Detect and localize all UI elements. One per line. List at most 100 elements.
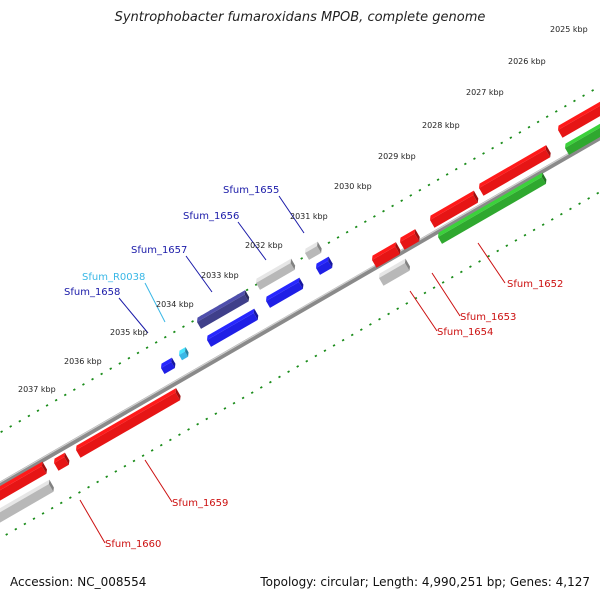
- outer-track-tick: [491, 146, 495, 150]
- outer-track-tick: [509, 136, 513, 140]
- genome-backbone: [0, 134, 600, 488]
- gene-label-sfum-1659[interactable]: Sfum_1659: [172, 498, 228, 509]
- outer-track-tick: [182, 325, 185, 329]
- outer-track-tick: [63, 393, 67, 397]
- outer-track-tick: [454, 167, 458, 171]
- inner-tick-track: [5, 191, 600, 536]
- backbone-highlight: [0, 134, 600, 484]
- gene-block-red-2[interactable]: [430, 190, 479, 228]
- outer-track-tick: [463, 162, 467, 166]
- outer-track-tick: [336, 236, 340, 239]
- inner-track-tick: [150, 449, 154, 452]
- leader-line: [477, 242, 506, 284]
- gene-block-sfum-1653-small[interactable]: [400, 229, 420, 250]
- inner-track-tick: [341, 338, 345, 342]
- inner-track-tick: [496, 249, 500, 253]
- leader-line: [185, 255, 213, 293]
- gene-block-sfum-1658-b[interactable]: [161, 357, 176, 375]
- gene-block-sfum-1658[interactable]: [207, 308, 259, 347]
- gene-block-sfum-1659-b[interactable]: [54, 452, 70, 471]
- inner-track-tick: [205, 417, 209, 421]
- outer-track-tick: [36, 409, 40, 413]
- gene-labels: Sfum_1655 Sfum_1656 Sfum_1657 Sfum_R0038 Sfu…: [64, 185, 563, 550]
- inner-track-tick: [587, 197, 591, 200]
- gene-label-sfum-1658[interactable]: Sfum_1658: [64, 287, 120, 298]
- outer-track-tick: [72, 388, 76, 392]
- outer-track-tick: [118, 362, 122, 365]
- gene-block-sfum-1660[interactable]: [0, 479, 54, 526]
- outer-track-tick: [27, 414, 31, 418]
- outer-track-tick: [127, 356, 131, 360]
- inner-track-tick: [432, 286, 436, 290]
- gene-block-sfum-1653[interactable]: [372, 242, 401, 268]
- gene-block-sfum-1654[interactable]: [379, 258, 410, 286]
- inner-track-tick: [441, 281, 445, 284]
- gene-block-sfum-1657[interactable]: [266, 277, 304, 308]
- inner-track-tick: [396, 307, 400, 311]
- inner-track-tick: [87, 485, 90, 489]
- inner-track-tick: [378, 317, 381, 321]
- outer-track-tick: [0, 430, 3, 434]
- leader-line: [118, 297, 149, 334]
- gene-label-sfum-1655[interactable]: Sfum_1655: [223, 185, 279, 196]
- gene-block-sfum-1652-red[interactable]: [479, 145, 551, 196]
- gene-block-sfum-1659[interactable]: [76, 388, 181, 458]
- outer-track-tick: [363, 220, 367, 224]
- inner-track-tick: [259, 386, 263, 389]
- kbp-tick-label: 2036 kbp: [64, 357, 102, 366]
- outer-track-tick: [473, 157, 476, 161]
- outer-track-tick: [345, 230, 349, 234]
- inner-track-tick: [32, 517, 36, 521]
- inner-track-tick: [68, 496, 72, 500]
- gene-block-sfum-1656[interactable]: [256, 258, 296, 290]
- outer-track-tick: [300, 257, 304, 260]
- gene-block-sfum-r0038[interactable]: [179, 347, 189, 361]
- inner-track-tick: [450, 275, 454, 279]
- gene-label-sfum-1652[interactable]: Sfum_1652: [507, 279, 563, 290]
- label-leaders: [79, 195, 506, 544]
- outer-track-tick: [136, 351, 140, 355]
- inner-track-tick: [287, 370, 290, 374]
- inner-track-tick: [250, 391, 254, 395]
- genome-summary-text: Topology: circular; Length: 4,990,251 bp…: [260, 575, 590, 589]
- gene-label-sfum-r0038[interactable]: Sfum_R0038: [82, 272, 145, 283]
- kbp-tick-label: 2030 kbp: [334, 182, 372, 191]
- leader-line: [409, 290, 438, 332]
- outer-track-tick: [545, 115, 549, 119]
- gene-label-sfum-1654[interactable]: Sfum_1654: [437, 327, 493, 338]
- outer-track-tick: [191, 320, 194, 323]
- outer-track-tick: [482, 152, 485, 155]
- inner-track-tick: [305, 359, 309, 363]
- inner-track-tick: [114, 470, 118, 473]
- gene-label-sfum-1657[interactable]: Sfum_1657: [131, 245, 187, 256]
- kbp-tick-label: 2027 kbp: [466, 88, 504, 97]
- inner-track-tick: [469, 265, 472, 269]
- gene-label-sfum-1656[interactable]: Sfum_1656: [183, 211, 239, 222]
- outer-track-tick: [354, 225, 358, 229]
- outer-track-tick: [18, 419, 22, 423]
- accession-text: Accession: NC_008554: [10, 575, 147, 589]
- leader-line: [144, 459, 173, 503]
- gene-block-red-top[interactable]: [558, 96, 600, 138]
- inner-track-tick: [278, 375, 281, 379]
- gene-block-sfum-1660-red[interactable]: [0, 461, 47, 504]
- gene-block-sfum-1652[interactable]: [438, 172, 547, 244]
- gene-block-sfum-1655-b[interactable]: [316, 256, 333, 275]
- outer-track-tick: [445, 173, 449, 176]
- gene-label-sfum-1653[interactable]: Sfum_1653: [460, 312, 516, 323]
- kbp-tick-label: 2031 kbp: [290, 212, 328, 221]
- gene-label-sfum-1660[interactable]: Sfum_1660: [105, 539, 161, 550]
- outer-track-tick: [573, 99, 576, 103]
- outer-track-tick: [500, 141, 504, 145]
- outer-track-tick: [591, 89, 595, 92]
- gene-block-sfum-1657-b[interactable]: [197, 290, 250, 329]
- gene-block-sfum-1655[interactable]: [305, 241, 322, 260]
- inner-track-tick: [350, 333, 354, 337]
- inner-track-tick: [423, 291, 427, 295]
- inner-track-tick: [23, 522, 27, 526]
- outer-track-tick: [409, 194, 413, 197]
- kbp-tick-label: 2026 kbp: [508, 57, 546, 66]
- map-title: Syntrophobacter fumaroxidans MPOB, compl…: [114, 10, 486, 25]
- inner-track-tick: [59, 501, 63, 505]
- gene-block-green-top[interactable]: [565, 121, 600, 155]
